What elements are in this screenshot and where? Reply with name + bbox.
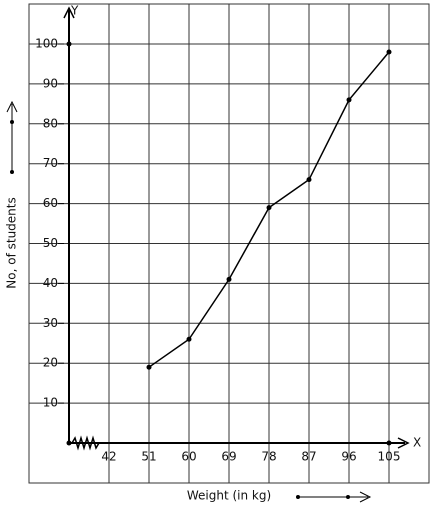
x-axis-label: Weight (in kg)	[187, 489, 271, 503]
data-point	[226, 276, 232, 282]
x-tick-label: 69	[221, 450, 236, 464]
x-axis-name: X	[413, 436, 421, 450]
data-point	[386, 49, 392, 55]
axis-break	[71, 435, 100, 451]
y-tick-label: 20	[43, 356, 58, 370]
y-tick-label: 50	[43, 236, 58, 250]
data-point	[306, 177, 312, 183]
decor-dot	[296, 495, 300, 499]
x-tick-label: 42	[101, 450, 116, 464]
data-point	[146, 364, 152, 370]
origin-dot	[66, 440, 72, 446]
decor-arrow-head	[6, 100, 18, 113]
y-tick-label: 80	[43, 116, 58, 130]
x-arrow	[397, 437, 410, 449]
data-point	[346, 97, 352, 103]
decor-dot	[346, 495, 350, 499]
x-tick-label: 60	[181, 450, 196, 464]
y-axis-label: No, of students	[5, 197, 19, 288]
y-tick-label: 30	[43, 316, 58, 330]
x-tick-label: 105	[378, 450, 401, 464]
decor-arrow-head	[359, 491, 372, 503]
y-tick-label: 60	[43, 196, 58, 210]
y-tick-label: 40	[43, 276, 58, 290]
data-point	[266, 205, 272, 211]
x-tick-label: 96	[341, 450, 356, 464]
y-tick-label: 10	[43, 396, 58, 410]
axis-dot	[386, 440, 392, 446]
y-tick-label: 70	[43, 156, 58, 170]
x-tick-label: 51	[141, 450, 156, 464]
axis-dot	[66, 41, 72, 47]
y-tick-label: 90	[43, 76, 58, 90]
decor-dot	[10, 120, 14, 124]
decor-dot	[10, 170, 14, 174]
x-tick-label: 78	[261, 450, 276, 464]
y-axis-name: Y	[70, 4, 79, 18]
y-arrow	[63, 6, 75, 19]
y-tick-label: 100	[35, 37, 58, 51]
x-tick-label: 87	[301, 450, 316, 464]
data-point	[186, 336, 192, 342]
